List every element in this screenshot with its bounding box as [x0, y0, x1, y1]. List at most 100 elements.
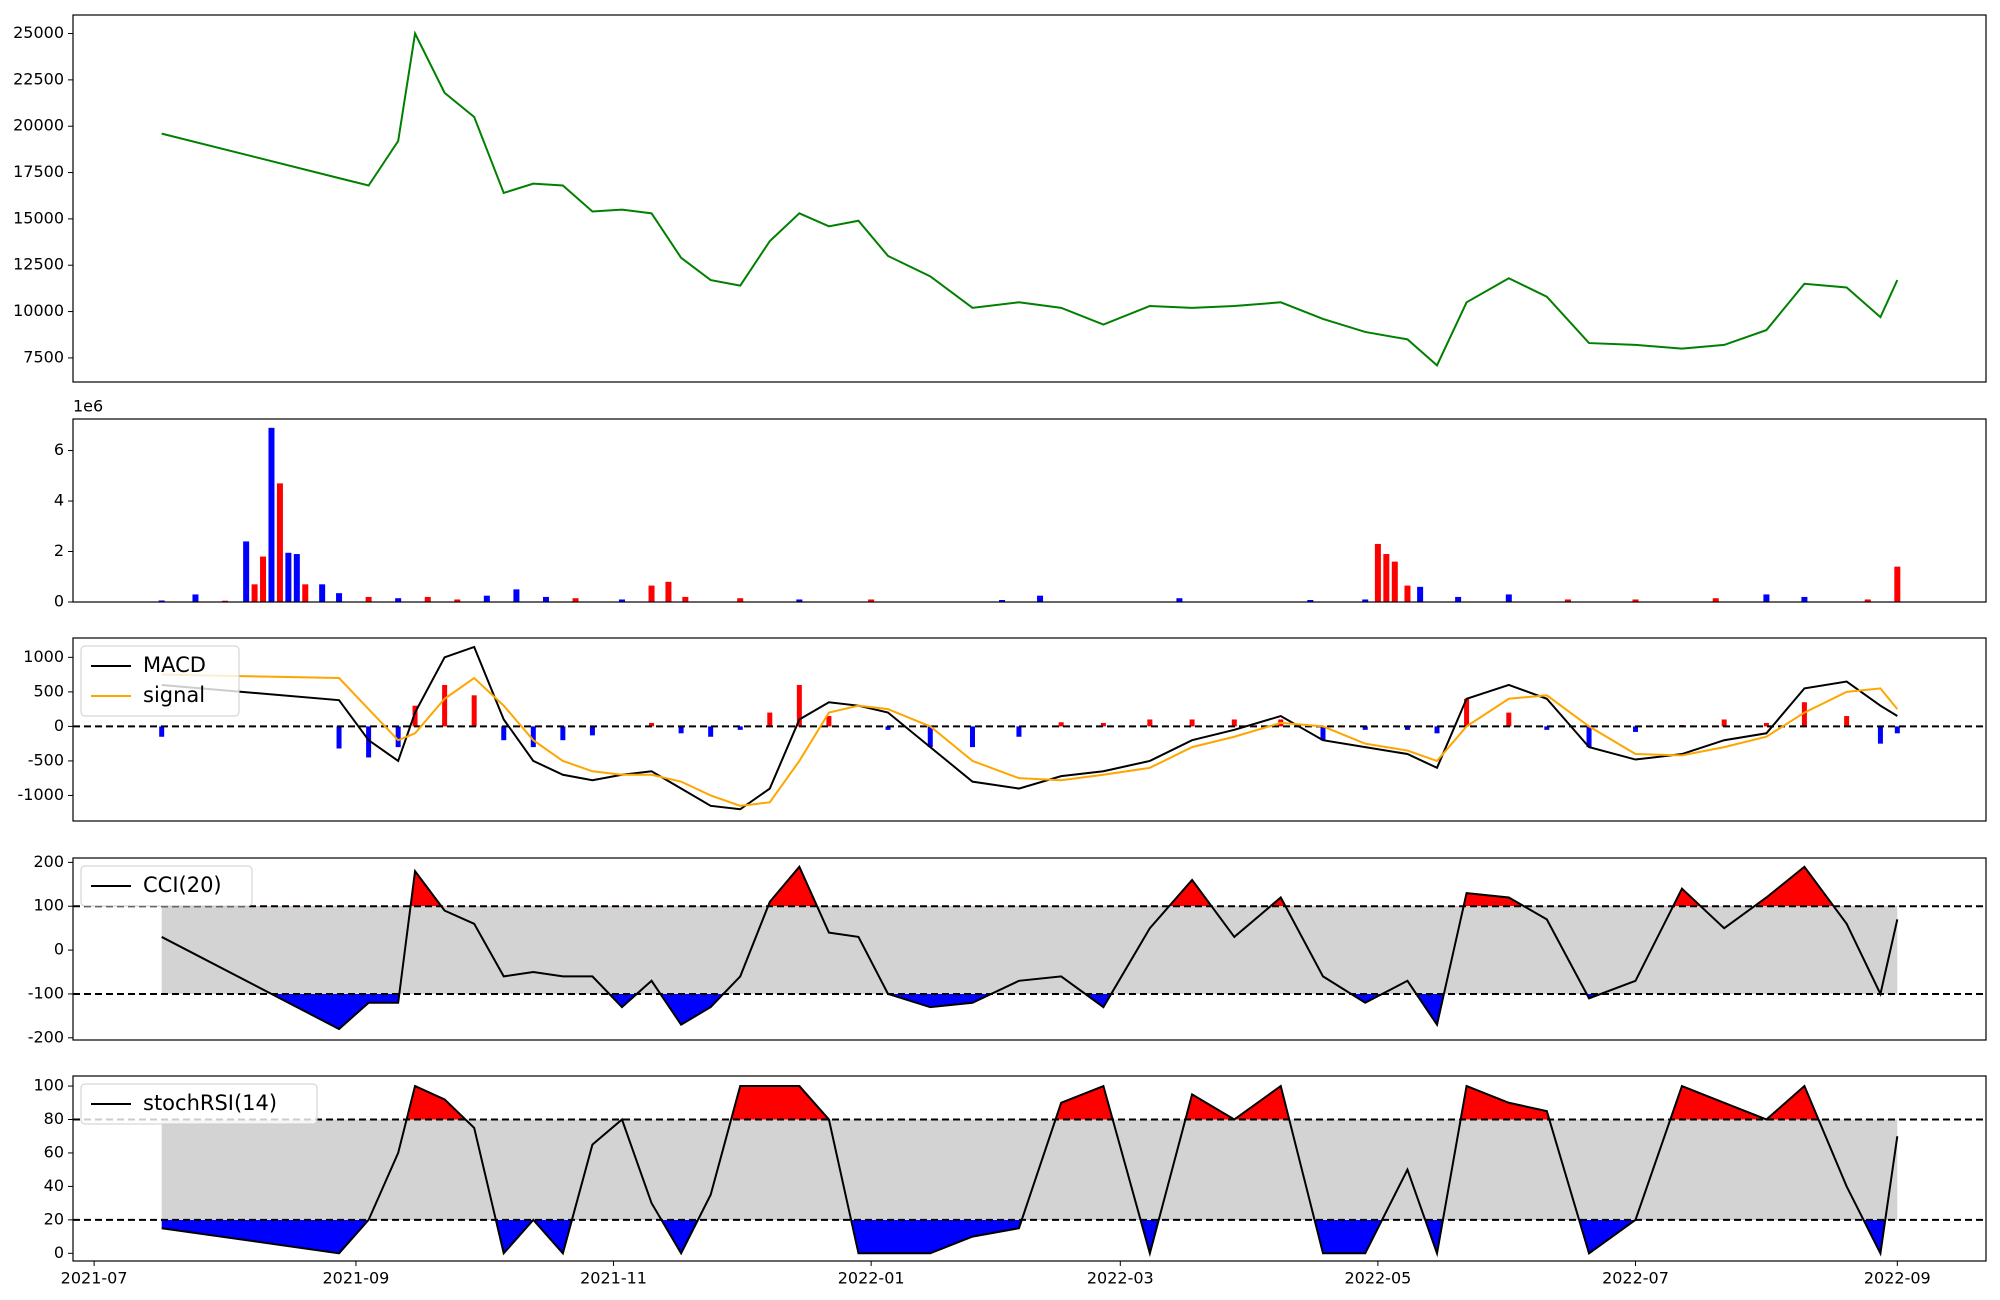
bar — [1176, 598, 1183, 602]
bar — [1404, 585, 1411, 602]
y-tick-label: 7500 — [23, 347, 64, 366]
offset-text: 1e6 — [73, 397, 103, 416]
histogram-bar — [678, 726, 684, 734]
histogram-bar — [649, 722, 655, 727]
bar — [1564, 599, 1571, 602]
histogram-bar — [1404, 726, 1410, 730]
histogram-bar — [560, 726, 566, 741]
y-tick-label: 1000 — [23, 647, 64, 666]
bar — [251, 584, 258, 602]
bar — [293, 554, 300, 602]
bar — [319, 584, 326, 602]
y-tick-label: 100 — [33, 896, 64, 915]
y-tick-label: 2 — [54, 541, 64, 560]
axes-frame — [72, 1075, 1987, 1262]
histogram-bar — [589, 726, 595, 736]
x-tick-label: 2022-09 — [1864, 1269, 1931, 1288]
legend-box — [80, 645, 240, 717]
x-tick-label: 2022-05 — [1344, 1269, 1411, 1288]
y-tick-label: -100 — [28, 983, 64, 1002]
x-tick-label: 2022-03 — [1087, 1269, 1154, 1288]
bar — [1894, 566, 1901, 602]
histogram-bar — [1544, 726, 1550, 730]
y-tick-label: 0 — [54, 592, 64, 611]
bar — [1374, 543, 1381, 602]
y-tick-label: 6 — [54, 440, 64, 459]
bar — [222, 600, 229, 602]
bar — [513, 589, 520, 602]
histogram-bar — [737, 726, 743, 730]
bar — [737, 598, 744, 602]
y-tick-label: 17500 — [13, 162, 64, 181]
bar — [1505, 594, 1512, 602]
histogram-bar — [442, 684, 448, 727]
histogram-bar — [1801, 702, 1807, 727]
histogram-bar — [501, 726, 507, 741]
bar — [1864, 599, 1871, 602]
bar — [243, 541, 250, 602]
histogram-bar — [1058, 722, 1064, 727]
histogram-bar — [1320, 726, 1326, 741]
bar — [260, 556, 267, 602]
area-above — [410, 866, 1834, 907]
bar — [285, 552, 292, 602]
bar — [1763, 594, 1770, 602]
band-fill — [161, 1119, 1898, 1220]
bar — [665, 581, 672, 602]
legend: CCI(20) — [80, 865, 253, 907]
y-tick-label: 100 — [33, 1076, 64, 1095]
bar — [868, 599, 875, 602]
bar — [192, 594, 199, 602]
histogram-bar — [1632, 726, 1638, 732]
bar — [1307, 599, 1314, 602]
bar — [1632, 599, 1639, 602]
y-tick-label: 0 — [54, 1243, 64, 1262]
histogram-bar — [1844, 716, 1850, 727]
x-tick-label: 2021-11 — [580, 1269, 647, 1288]
histogram-bar — [1362, 726, 1368, 730]
line — [161, 1084, 1899, 1258]
histogram-bar — [1231, 719, 1237, 727]
y-tick-label: 500 — [33, 681, 64, 700]
line — [161, 864, 1899, 1031]
histogram-bar — [796, 684, 802, 727]
y-tick-label: 22500 — [13, 69, 64, 88]
bar — [395, 598, 402, 602]
histogram-bar — [927, 726, 933, 748]
y-tick-label: 200 — [33, 852, 64, 871]
y-tick-label: 12500 — [13, 255, 64, 274]
histogram-bar — [1016, 726, 1022, 737]
histogram-bar — [1506, 712, 1512, 727]
bar — [1455, 596, 1462, 602]
bar — [999, 599, 1006, 602]
y-tick-label: -1000 — [18, 785, 65, 804]
histogram-bar — [1189, 719, 1195, 727]
bar — [1801, 596, 1808, 602]
area-below — [161, 993, 1898, 1030]
bar — [618, 599, 625, 602]
histogram-bar — [366, 726, 372, 758]
bar — [424, 596, 431, 602]
y-tick-label: -200 — [28, 1027, 64, 1046]
x-tick-label: 2021-07 — [61, 1269, 128, 1288]
axes-frame — [72, 637, 1987, 822]
y-tick-label: 4 — [54, 491, 64, 510]
histogram-bar — [1464, 698, 1470, 727]
histogram-bar — [1586, 726, 1592, 748]
axes-frame — [72, 418, 1987, 603]
bar — [302, 584, 309, 602]
histogram-bar — [530, 726, 536, 748]
histogram-bar — [708, 726, 714, 737]
bar — [1383, 554, 1390, 602]
bar — [1712, 598, 1719, 602]
histogram-bar — [1434, 726, 1440, 734]
x-tick-label: 2021-09 — [323, 1269, 390, 1288]
legend-label: CCI(20) — [143, 873, 222, 897]
bar — [158, 600, 165, 602]
y-tick-label: 20 — [44, 1209, 64, 1228]
area-below — [161, 1219, 1898, 1254]
histogram-bar — [471, 695, 477, 727]
bar — [542, 596, 549, 602]
x-tick-label: 2022-07 — [1602, 1269, 1669, 1288]
axes-frame — [72, 14, 1987, 383]
